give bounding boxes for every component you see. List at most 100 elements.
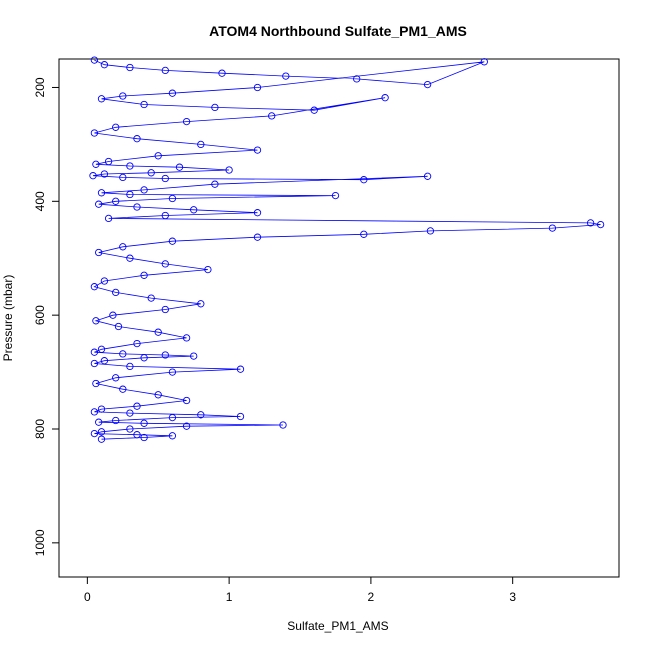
data-point bbox=[112, 416, 120, 425]
data-point bbox=[114, 322, 123, 331]
data-point bbox=[161, 305, 169, 314]
data-point bbox=[90, 129, 99, 137]
data-point bbox=[112, 374, 120, 382]
series-line bbox=[92, 59, 601, 440]
data-point bbox=[112, 123, 120, 131]
data-point bbox=[119, 243, 127, 251]
data-point bbox=[133, 402, 141, 410]
data-point bbox=[104, 214, 113, 223]
data-point bbox=[586, 219, 595, 227]
data-point bbox=[426, 227, 435, 235]
data-point bbox=[100, 170, 109, 178]
x-tick-label: 2 bbox=[368, 590, 375, 604]
y-tick-label: 200 bbox=[33, 77, 47, 97]
data-point bbox=[423, 80, 432, 89]
data-point bbox=[168, 432, 177, 440]
data-point bbox=[126, 362, 134, 371]
data-point bbox=[360, 176, 368, 184]
data-point bbox=[381, 94, 389, 102]
series-layer bbox=[89, 56, 605, 443]
data-point bbox=[109, 311, 117, 319]
data-point bbox=[133, 339, 141, 348]
data-point bbox=[126, 190, 134, 199]
y-tick-label: 600 bbox=[33, 305, 47, 325]
data-point bbox=[147, 294, 155, 302]
data-point bbox=[95, 200, 103, 208]
data-point bbox=[126, 254, 134, 262]
data-point bbox=[126, 409, 134, 417]
data-point bbox=[182, 422, 191, 430]
data-point bbox=[126, 63, 134, 72]
data-point bbox=[90, 359, 99, 368]
data-point bbox=[100, 61, 109, 69]
data-point bbox=[97, 435, 106, 443]
data-point bbox=[140, 419, 148, 427]
data-point bbox=[548, 224, 557, 232]
data-point bbox=[140, 271, 148, 279]
data-point bbox=[236, 412, 245, 421]
data-point bbox=[92, 379, 100, 388]
data-point bbox=[119, 173, 127, 182]
y-axis-label: Pressure (mbar) bbox=[1, 275, 15, 362]
data-point bbox=[90, 429, 99, 438]
data-point bbox=[95, 248, 103, 257]
data-point bbox=[154, 391, 162, 399]
data-point bbox=[197, 140, 205, 149]
data-point bbox=[97, 405, 106, 413]
data-point bbox=[100, 357, 109, 365]
data-point bbox=[140, 433, 148, 442]
data-point bbox=[97, 345, 106, 353]
data-point bbox=[253, 83, 262, 92]
data-point bbox=[161, 211, 169, 220]
data-point bbox=[197, 300, 205, 308]
data-point bbox=[236, 365, 245, 373]
data-point bbox=[140, 186, 148, 194]
data-point bbox=[119, 385, 127, 393]
data-point bbox=[279, 421, 287, 429]
data-point bbox=[182, 334, 191, 342]
data-point bbox=[133, 431, 141, 439]
data-point bbox=[253, 146, 262, 154]
x-tick-label: 0 bbox=[84, 590, 91, 604]
data-point bbox=[126, 425, 134, 433]
data-point bbox=[282, 72, 290, 80]
data-point bbox=[161, 260, 169, 268]
data-point bbox=[92, 160, 100, 168]
plot-frame bbox=[58, 58, 620, 578]
data-point bbox=[596, 220, 605, 229]
data-point bbox=[97, 95, 106, 103]
data-point bbox=[97, 428, 106, 436]
y-tick-label: 800 bbox=[33, 419, 47, 439]
data-point bbox=[119, 350, 127, 358]
data-point bbox=[100, 277, 109, 285]
data-point bbox=[480, 58, 488, 66]
data-point bbox=[140, 354, 148, 362]
data-point bbox=[97, 189, 106, 197]
data-point bbox=[182, 117, 191, 126]
chart-title: ATOM4 Northbound Sulfate_PM1_AMS bbox=[209, 23, 467, 39]
data-point bbox=[161, 174, 169, 183]
data-point bbox=[119, 92, 127, 100]
x-tick-label: 1 bbox=[226, 590, 233, 604]
data-point bbox=[112, 288, 120, 297]
data-point bbox=[95, 418, 103, 426]
data-point bbox=[197, 411, 205, 419]
data-point bbox=[190, 206, 198, 214]
y-axis: 200 400 600 800 1000 bbox=[33, 77, 60, 556]
data-point bbox=[168, 368, 177, 376]
data-point bbox=[90, 348, 99, 356]
data-point bbox=[310, 106, 318, 114]
data-point bbox=[104, 157, 113, 166]
data-point bbox=[92, 317, 100, 325]
data-point bbox=[204, 265, 212, 274]
data-point bbox=[133, 135, 141, 143]
data-point bbox=[112, 197, 120, 205]
data-point bbox=[360, 230, 368, 238]
data-point bbox=[133, 203, 141, 211]
data-point bbox=[211, 103, 219, 112]
data-point bbox=[147, 169, 155, 177]
data-point bbox=[353, 75, 361, 83]
data-point bbox=[161, 66, 169, 75]
